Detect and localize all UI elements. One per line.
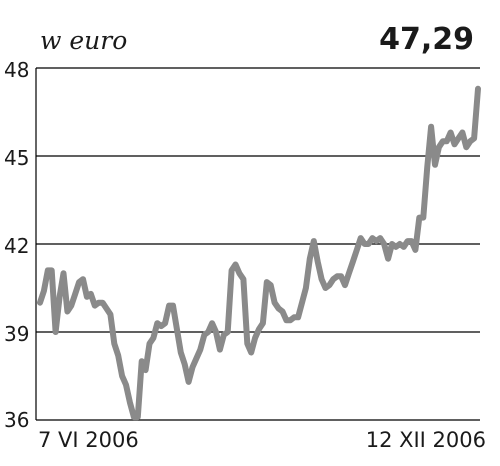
x-end-label: 12 XII 2006 [365,428,486,452]
y-tick-label-39: 39 [4,322,30,346]
x-start-label: 7 VI 2006 [38,428,139,452]
series-line [37,85,481,421]
y-tick-label-36: 36 [4,408,30,432]
y-tick-label-42: 42 [4,234,30,258]
y-tick-label-45: 45 [4,146,30,170]
unit-label: w euro [40,26,128,55]
last-value: 47,29 [379,22,474,57]
y-tick-label-48: 48 [4,58,30,82]
